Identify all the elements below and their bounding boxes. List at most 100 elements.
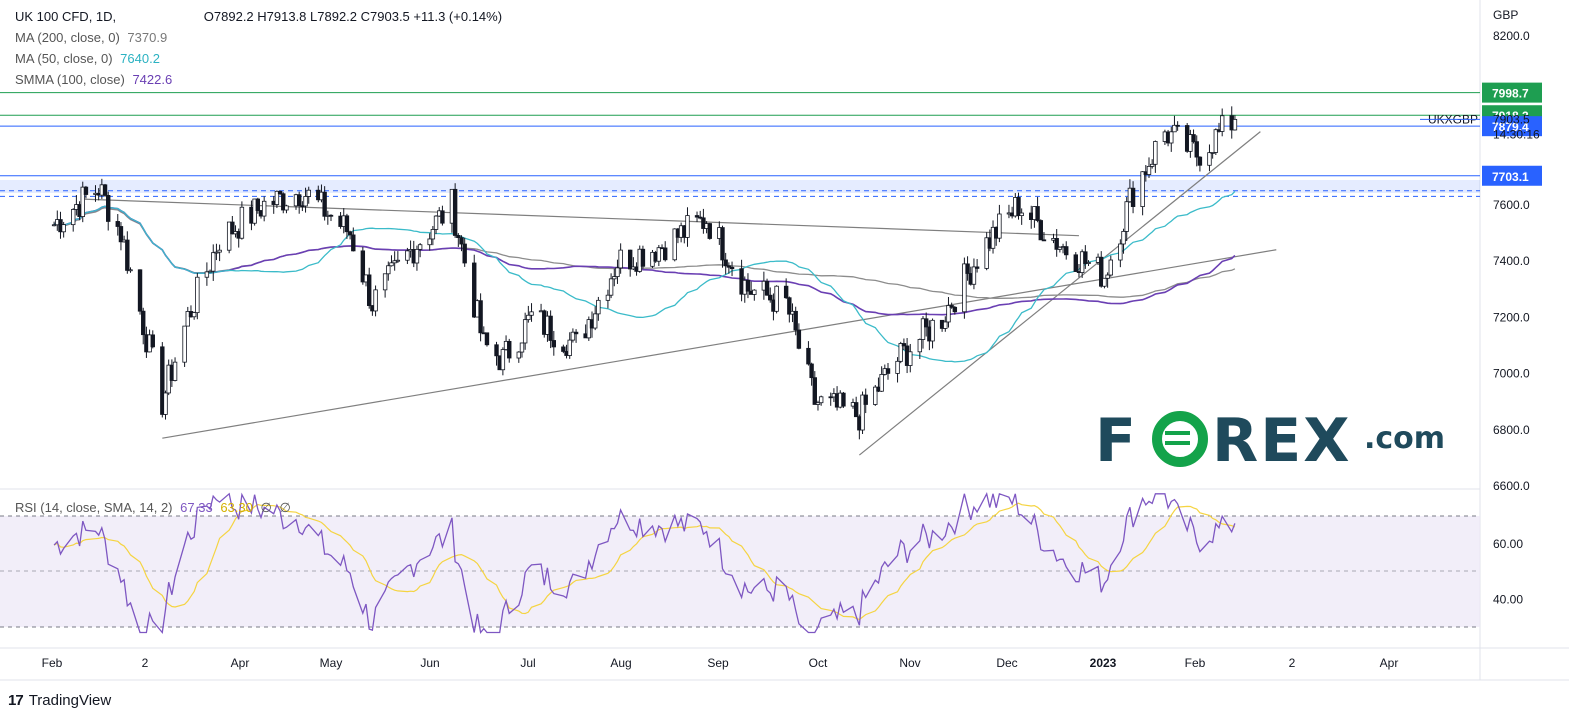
candle[interactable] bbox=[478, 300, 483, 334]
candle[interactable] bbox=[1073, 254, 1078, 272]
candle[interactable] bbox=[1105, 274, 1110, 279]
candle[interactable] bbox=[672, 228, 677, 261]
candle[interactable] bbox=[787, 297, 792, 315]
candle[interactable] bbox=[529, 311, 534, 316]
candle[interactable] bbox=[405, 250, 410, 261]
rsi-line[interactable] bbox=[53, 491, 1236, 635]
candle[interactable] bbox=[596, 299, 601, 315]
candle[interactable] bbox=[1121, 230, 1126, 245]
candle[interactable] bbox=[615, 267, 620, 277]
candle[interactable] bbox=[768, 294, 773, 301]
candle[interactable] bbox=[322, 191, 327, 217]
candle[interactable] bbox=[347, 231, 353, 236]
candle[interactable] bbox=[71, 209, 76, 226]
candle[interactable] bbox=[414, 248, 420, 264]
candle[interactable] bbox=[102, 184, 108, 196]
candle[interactable] bbox=[1146, 165, 1152, 175]
candle[interactable] bbox=[586, 319, 592, 339]
candle[interactable] bbox=[561, 346, 566, 352]
candle[interactable] bbox=[284, 205, 289, 211]
candle[interactable] bbox=[812, 377, 817, 405]
candle[interactable] bbox=[211, 252, 216, 272]
legend-smma[interactable]: SMMA (100, close) 7422.6 bbox=[15, 69, 176, 90]
candle[interactable] bbox=[605, 294, 611, 301]
candle[interactable] bbox=[694, 215, 700, 218]
candle[interactable] bbox=[274, 190, 280, 205]
candle[interactable] bbox=[125, 239, 130, 271]
candle[interactable] bbox=[522, 319, 528, 344]
candle[interactable] bbox=[1153, 141, 1158, 165]
candle[interactable] bbox=[952, 306, 958, 313]
candle[interactable] bbox=[500, 349, 506, 371]
candle[interactable] bbox=[608, 278, 614, 296]
candle[interactable] bbox=[516, 351, 521, 359]
candle[interactable] bbox=[873, 386, 878, 405]
candle[interactable] bbox=[841, 392, 846, 407]
candle[interactable] bbox=[182, 325, 187, 363]
candle[interactable] bbox=[51, 224, 57, 227]
candle[interactable] bbox=[217, 249, 222, 253]
candle[interactable] bbox=[885, 368, 891, 374]
candle[interactable] bbox=[252, 198, 257, 224]
trendline[interactable] bbox=[82, 198, 1079, 237]
candle[interactable] bbox=[943, 321, 948, 329]
candle[interactable] bbox=[373, 289, 378, 312]
candle[interactable] bbox=[389, 262, 394, 267]
candle[interactable] bbox=[1118, 243, 1123, 261]
candle[interactable] bbox=[484, 332, 490, 346]
candle[interactable] bbox=[163, 392, 168, 415]
candle[interactable] bbox=[360, 250, 366, 283]
candle[interactable] bbox=[793, 310, 798, 331]
candle[interactable] bbox=[567, 339, 572, 356]
candle[interactable] bbox=[971, 266, 977, 285]
candle[interactable] bbox=[640, 248, 646, 267]
candle[interactable] bbox=[627, 249, 633, 270]
candle[interactable] bbox=[1099, 256, 1104, 287]
candle[interactable] bbox=[83, 186, 89, 195]
candle[interactable] bbox=[526, 314, 531, 321]
candle[interactable] bbox=[962, 263, 967, 313]
candle[interactable] bbox=[783, 285, 789, 299]
candle[interactable] bbox=[351, 234, 356, 252]
candle[interactable] bbox=[427, 238, 432, 246]
candle[interactable] bbox=[752, 289, 757, 295]
candle[interactable] bbox=[570, 331, 576, 341]
candle[interactable] bbox=[815, 402, 821, 405]
candle[interactable] bbox=[917, 339, 923, 353]
candle[interactable] bbox=[306, 189, 311, 197]
candle[interactable] bbox=[281, 193, 286, 211]
candle[interactable] bbox=[656, 247, 662, 262]
candle[interactable] bbox=[1219, 115, 1225, 132]
candle[interactable] bbox=[764, 280, 770, 296]
candle[interactable] bbox=[551, 340, 557, 348]
candle[interactable] bbox=[494, 344, 499, 357]
candle[interactable] bbox=[1038, 220, 1043, 241]
candle[interactable] bbox=[1102, 277, 1107, 287]
candle[interactable] bbox=[1213, 129, 1219, 153]
candle[interactable] bbox=[965, 263, 970, 274]
candle[interactable] bbox=[853, 402, 859, 418]
candle[interactable] bbox=[809, 363, 814, 379]
tradingview-logo[interactable]: 17 TradingView bbox=[8, 692, 111, 709]
candle[interactable] bbox=[191, 312, 197, 318]
candle[interactable] bbox=[923, 318, 929, 328]
candle[interactable] bbox=[984, 237, 989, 269]
candle[interactable] bbox=[1172, 124, 1177, 133]
candle[interactable] bbox=[386, 265, 391, 275]
candle[interactable] bbox=[930, 319, 935, 342]
candle[interactable] bbox=[296, 194, 302, 207]
candle[interactable] bbox=[745, 279, 751, 292]
candle[interactable] bbox=[974, 266, 980, 269]
candle[interactable] bbox=[392, 260, 397, 264]
candle[interactable] bbox=[433, 215, 439, 230]
candle[interactable] bbox=[507, 340, 512, 359]
candle[interactable] bbox=[920, 318, 926, 340]
candle[interactable] bbox=[367, 274, 372, 306]
candle[interactable] bbox=[818, 396, 824, 404]
candle[interactable] bbox=[395, 259, 401, 262]
candle[interactable] bbox=[226, 221, 232, 251]
candle[interactable] bbox=[729, 266, 735, 270]
candle[interactable] bbox=[239, 206, 245, 239]
candle[interactable] bbox=[160, 346, 165, 415]
